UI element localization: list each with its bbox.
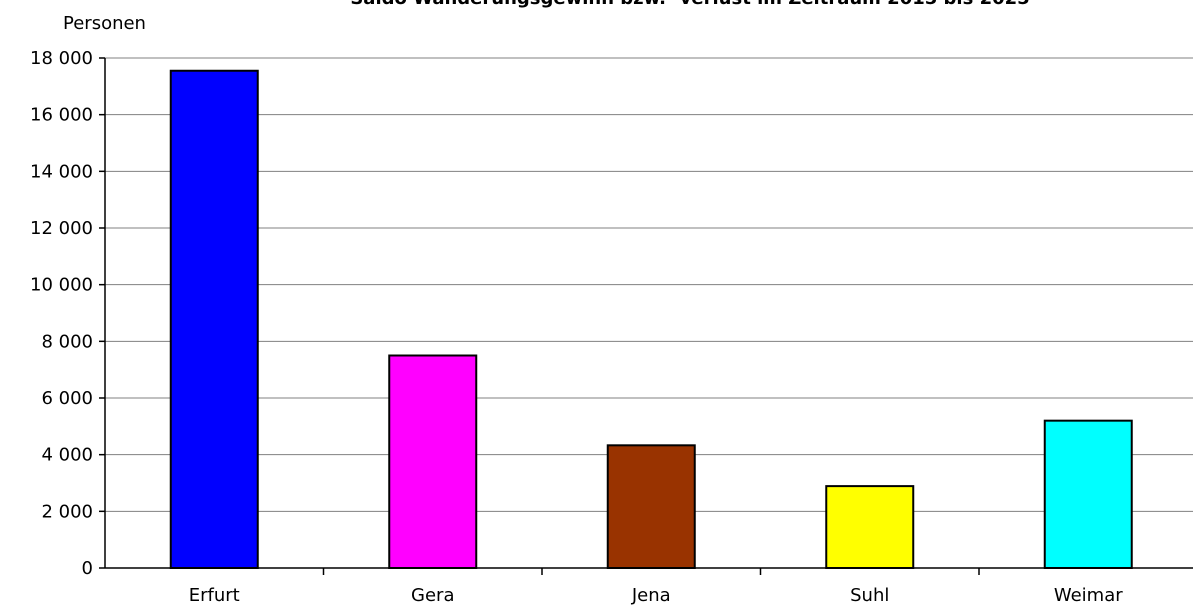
x-category-labels: Erfurt Gera Jena Suhl Weimar xyxy=(189,585,1123,606)
x-category-label: Gera xyxy=(411,585,454,606)
bar-jena xyxy=(606,444,696,570)
y-tick-label: 6 000 xyxy=(41,388,93,409)
y-tick-label: 18 000 xyxy=(30,48,93,69)
y-tick-label: 0 xyxy=(82,558,93,579)
chart-title: Saldo Wanderungsgewinn bzw. -verlust im … xyxy=(350,0,1029,9)
bar-erfurt xyxy=(169,69,259,569)
gridlines xyxy=(105,57,1193,512)
x-category-label: Erfurt xyxy=(189,585,240,606)
x-category-label: Weimar xyxy=(1054,585,1123,606)
bar-weimar xyxy=(1043,419,1133,569)
x-category-label: Jena xyxy=(631,585,671,606)
y-tick-label: 14 000 xyxy=(30,161,93,182)
y-tick-label: 8 000 xyxy=(41,331,93,352)
x-category-label: Suhl xyxy=(850,585,889,606)
y-tick-label: 16 000 xyxy=(30,105,93,126)
y-tick-label: 10 000 xyxy=(30,275,93,296)
y-tick-label: 4 000 xyxy=(41,445,93,466)
y-tick-label: 2 000 xyxy=(41,501,93,522)
y-tick-label: 12 000 xyxy=(30,218,93,239)
bar-suhl xyxy=(825,485,915,569)
y-tick-labels: 0 2 000 4 000 6 000 8 000 10 000 12 000 14 000 1… xyxy=(30,48,93,579)
axes xyxy=(99,57,1193,575)
bar-gera xyxy=(388,354,478,569)
bars xyxy=(169,69,1133,570)
y-axis-unit-label: Personen xyxy=(63,13,146,34)
